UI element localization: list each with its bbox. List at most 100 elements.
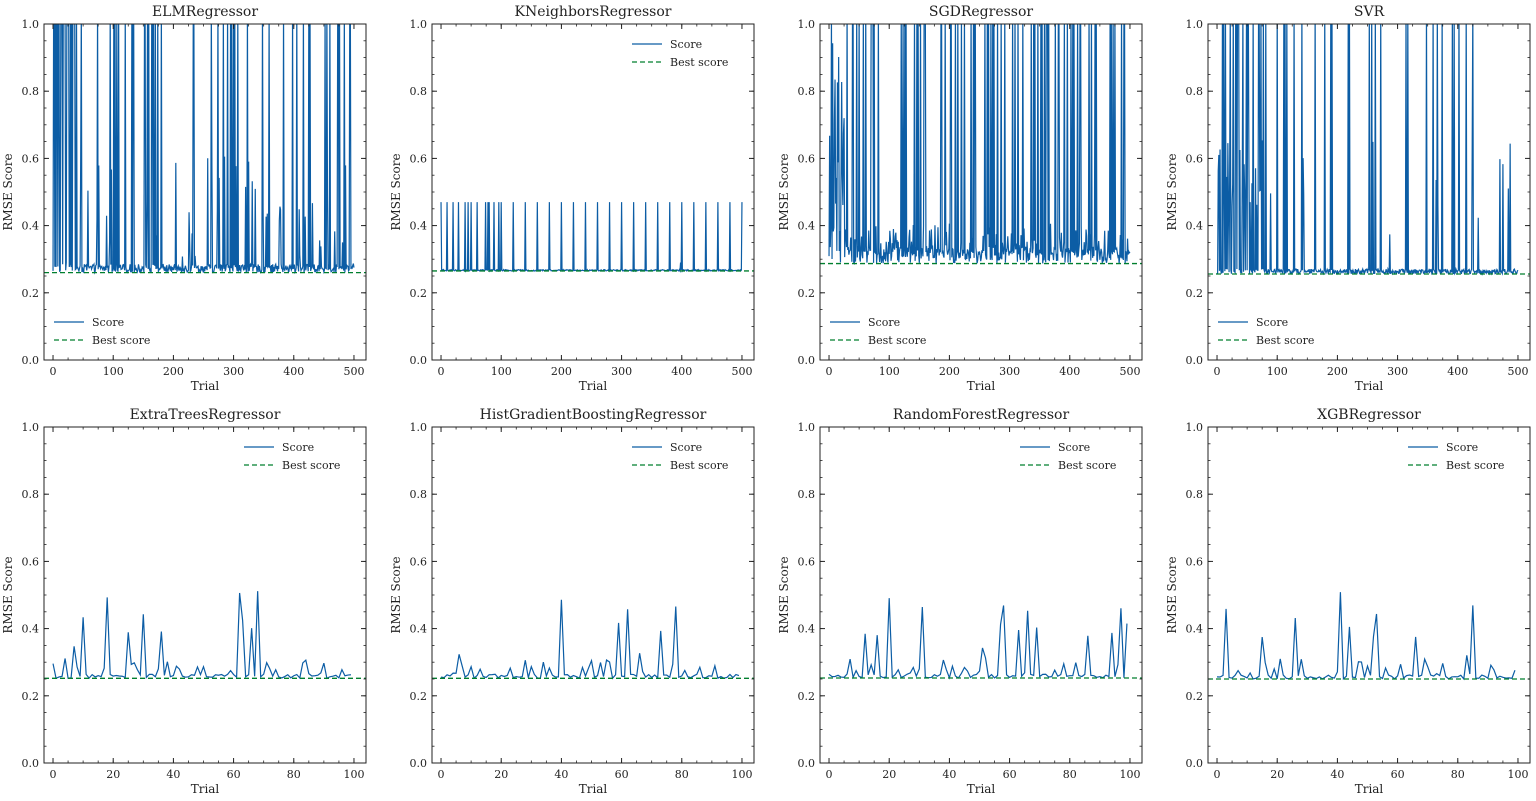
legend-score-label: Score — [670, 441, 702, 454]
legend-best-label: Best score — [1256, 334, 1314, 347]
y-tick-label: 0.2 — [798, 690, 816, 703]
x-tick-label: 0 — [438, 365, 445, 378]
y-tick-label: 0.0 — [798, 757, 816, 770]
x-tick-label: 60 — [227, 768, 241, 781]
x-tick-label: 60 — [615, 768, 629, 781]
y-tick-label: 0.8 — [1186, 488, 1204, 501]
axes-frame — [819, 426, 1143, 764]
y-tick-label: 0.0 — [1186, 757, 1204, 770]
y-tick-label: 0.0 — [22, 757, 40, 770]
legend-score-label: Score — [92, 316, 124, 329]
y-tick-label: 0.8 — [410, 488, 428, 501]
y-tick-label: 1.0 — [22, 18, 40, 31]
y-tick-label: 0.4 — [798, 623, 816, 636]
legend: Score Best score — [830, 316, 926, 347]
legend-best-label: Best score — [670, 56, 728, 69]
y-tick-label: 0.2 — [22, 287, 40, 300]
subplot-2: 0.0 0.2 0.4 0.6 0.8 1.0 0 100 200 300 400 500 KNeigh… — [389, 4, 755, 393]
legend-best-label: Best score — [1058, 459, 1116, 472]
y-tick-label: 0.2 — [410, 287, 428, 300]
y-tick-label: 0.2 — [1186, 690, 1204, 703]
subplot-4: 0.0 0.2 0.4 0.6 0.8 1.0 0 100 200 300 400 500 SVR Tri… — [1165, 4, 1531, 393]
y-axis-label: RMSE Score — [389, 153, 403, 230]
x-tick-label: 80 — [1451, 768, 1465, 781]
x-tick-label: 200 — [551, 365, 572, 378]
score-line — [1217, 592, 1516, 681]
y-tick-label: 0.6 — [410, 555, 428, 568]
legend-best-label: Best score — [282, 459, 340, 472]
x-tick-label: 80 — [675, 768, 689, 781]
score-line — [52, 591, 352, 680]
x-tick-label: 500 — [1119, 365, 1140, 378]
y-tick-label: 0.8 — [22, 488, 40, 501]
y-axis-label: RMSE Score — [777, 153, 791, 230]
x-axis-label: Trial — [1355, 379, 1384, 393]
x-tick-label: 40 — [166, 768, 180, 781]
subplot-title: RandomForestRegressor — [893, 407, 1070, 423]
subplot-6: 0.0 0.2 0.4 0.6 0.8 1.0 0 20 40 60 80 100 HistGradie… — [389, 407, 755, 796]
x-tick-label: 80 — [287, 768, 301, 781]
y-tick-label: 0.4 — [410, 220, 428, 233]
subplot-3: 0.0 0.2 0.4 0.6 0.8 1.0 0 100 200 300 400 500 SGDReg… — [777, 4, 1143, 393]
x-tick-label: 300 — [999, 365, 1020, 378]
x-tick-label: 300 — [223, 365, 244, 378]
axes-frame — [1207, 426, 1531, 764]
y-tick-label: 0.4 — [1186, 623, 1204, 636]
score-line — [440, 202, 743, 273]
y-tick-label: 0.6 — [410, 152, 428, 165]
y-tick-label: 0.2 — [22, 690, 40, 703]
y-tick-label: 0.4 — [410, 623, 428, 636]
x-tick-label: 40 — [942, 768, 956, 781]
x-tick-label: 400 — [283, 365, 304, 378]
y-tick-label: 0.4 — [798, 220, 816, 233]
y-tick-label: 0.4 — [1186, 220, 1204, 233]
subplot-1: 0.0 0.2 0.4 0.6 0.8 1.0 0 100 200 300 400 500 ELMReg… — [1, 4, 367, 393]
x-tick-label: 200 — [1327, 365, 1348, 378]
x-tick-label: 40 — [554, 768, 568, 781]
y-tick-label: 1.0 — [410, 18, 428, 31]
legend-best-label: Best score — [1446, 459, 1504, 472]
y-axis-label: RMSE Score — [1, 556, 15, 633]
x-tick-label: 100 — [343, 768, 364, 781]
axes-frame — [431, 23, 755, 361]
x-tick-label: 500 — [343, 365, 364, 378]
legend: Score Best score — [1020, 441, 1116, 472]
subplot-title: HistGradientBoostingRegressor — [480, 407, 707, 423]
subplot-5: 0.0 0.2 0.4 0.6 0.8 1.0 0 20 40 60 80 100 ExtraTrees… — [1, 407, 367, 796]
legend: Score Best score — [1408, 441, 1504, 472]
subplot-title: SVR — [1354, 4, 1385, 20]
y-tick-label: 0.8 — [22, 85, 40, 98]
y-tick-label: 0.8 — [798, 85, 816, 98]
axes-frame — [431, 426, 755, 764]
y-tick-label: 1.0 — [798, 421, 816, 434]
score-line — [52, 24, 355, 275]
subplot-title: ExtraTreesRegressor — [130, 407, 281, 423]
x-tick-label: 20 — [106, 768, 120, 781]
x-tick-label: 100 — [1119, 768, 1140, 781]
legend: Score Best score — [1218, 316, 1314, 347]
legend: Score Best score — [244, 441, 340, 472]
y-tick-label: 0.4 — [22, 623, 40, 636]
axes-frame — [43, 426, 367, 764]
axes-frame — [819, 23, 1143, 361]
y-axis-label: RMSE Score — [1165, 556, 1179, 633]
x-tick-label: 80 — [1063, 768, 1077, 781]
subplot-title: SGDRegressor — [929, 4, 1034, 20]
y-axis-label: RMSE Score — [389, 556, 403, 633]
x-tick-label: 60 — [1003, 768, 1017, 781]
legend-score-label: Score — [1256, 316, 1288, 329]
legend-score-label: Score — [1446, 441, 1478, 454]
legend: Score Best score — [632, 441, 728, 472]
x-tick-label: 0 — [438, 768, 445, 781]
score-line — [828, 24, 1131, 266]
y-tick-label: 1.0 — [1186, 421, 1204, 434]
y-tick-label: 0.6 — [22, 152, 40, 165]
x-tick-label: 400 — [671, 365, 692, 378]
x-tick-label: 100 — [1507, 768, 1528, 781]
x-axis-label: Trial — [191, 782, 220, 796]
y-tick-label: 0.0 — [410, 354, 428, 367]
legend-best-label: Best score — [92, 334, 150, 347]
x-tick-label: 40 — [1330, 768, 1344, 781]
x-tick-label: 20 — [494, 768, 508, 781]
legend-best-label: Best score — [868, 334, 926, 347]
